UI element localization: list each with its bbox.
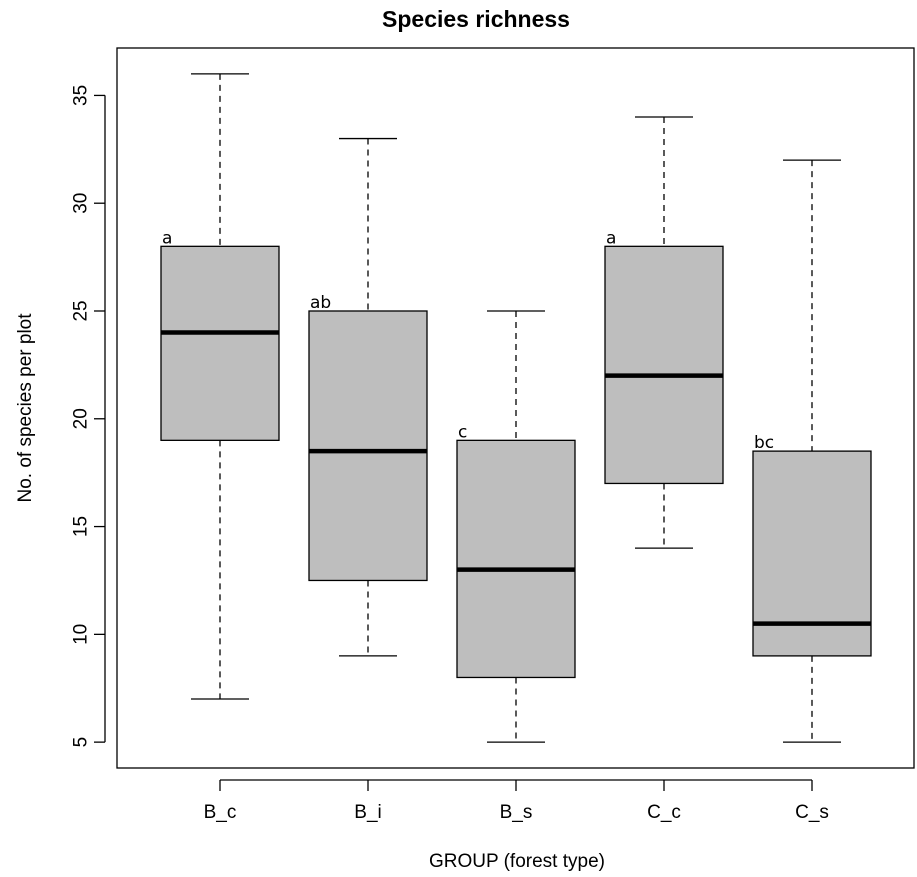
iqr-box [604, 245, 724, 485]
iqr-box [456, 439, 576, 679]
x-tick-label: B_s [500, 802, 533, 823]
y-tick-label: 10 [71, 624, 92, 645]
box-B_c: a [160, 73, 280, 700]
box-C_s: bc [752, 159, 872, 743]
significance-letter: c [458, 422, 467, 442]
chart-title: Species richness [382, 6, 570, 32]
x-tick-label: C_c [647, 802, 681, 823]
iqr-box [160, 245, 280, 441]
y-tick-label: 20 [71, 408, 92, 429]
y-tick-label: 5 [71, 737, 92, 748]
significance-letter: ab [310, 293, 331, 313]
y-axis-label: No. of species per plot [15, 313, 36, 503]
x-tick-label: C_s [795, 802, 829, 823]
box-B_i: ab [308, 137, 428, 657]
box-B_s: c [456, 310, 576, 743]
x-axis-label: GROUP (forest type) [429, 851, 605, 872]
plot-frame [116, 47, 915, 769]
y-axis: 5 10 15 20 25 30 35 [71, 85, 106, 748]
y-tick-label: 30 [71, 193, 92, 214]
box-C_c: a [604, 116, 724, 549]
x-axis: B_c B_i B_s C_c C_s [204, 779, 829, 823]
y-tick-label: 35 [71, 85, 92, 106]
significance-letter: bc [754, 433, 774, 453]
x-tick-label: B_i [354, 802, 381, 823]
y-tick-label: 15 [71, 516, 92, 537]
iqr-box [308, 310, 428, 582]
significance-letter: a [162, 228, 172, 248]
y-tick-label: 25 [71, 300, 92, 321]
x-tick-label: B_c [204, 802, 237, 823]
significance-letter: a [606, 228, 616, 248]
